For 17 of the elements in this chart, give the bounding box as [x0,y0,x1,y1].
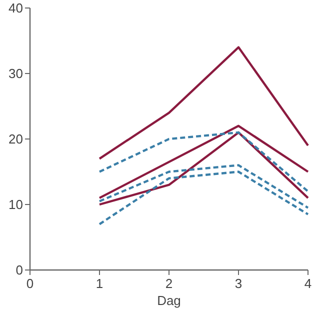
x-tick-label: 0 [26,276,34,291]
y-tick-label: 20 [8,132,23,146]
y-tick-label: 0 [16,262,23,278]
x-tick-label: 1 [96,276,104,291]
y-tick-label: 40 [8,0,23,16]
line-series [98,131,310,192]
line-series [98,46,310,160]
line-series [98,170,310,226]
line-series [98,131,310,206]
x-tick-label: 2 [165,276,173,291]
x-axis-title: Dag [157,293,181,308]
y-tick-label: 30 [8,66,23,81]
x-tick-label: 3 [234,276,242,291]
x-tick-label: 4 [304,276,312,291]
line-series [98,164,310,209]
line-series [98,124,310,200]
y-tick-label: 10 [8,197,23,212]
